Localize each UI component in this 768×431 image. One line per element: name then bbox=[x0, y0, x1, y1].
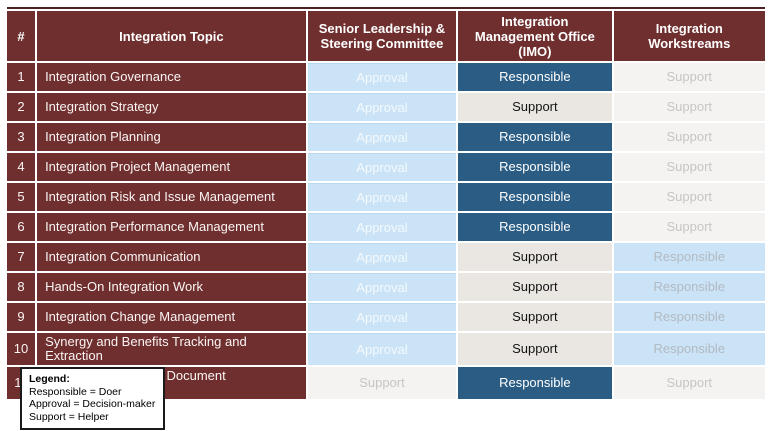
row-number-cell: 8 bbox=[7, 273, 36, 301]
column-header-topic: Integration Topic bbox=[37, 11, 306, 61]
role-cell-workstreams: Support bbox=[613, 213, 765, 241]
role-cell-senior-leadership: Approval bbox=[307, 63, 457, 91]
role-cell-senior-leadership: Approval bbox=[307, 183, 457, 211]
role-cell-senior-leadership: Approval bbox=[307, 333, 457, 365]
topic-cell: Integration Performance Management bbox=[37, 213, 306, 241]
row-number-cell: 9 bbox=[7, 303, 36, 331]
row-number-cell: 3 bbox=[7, 123, 36, 151]
table-row: 7 Integration Communication Approval Sup… bbox=[7, 243, 765, 271]
row-number-cell: 1 bbox=[7, 63, 36, 91]
role-cell-senior-leadership: Approval bbox=[307, 123, 457, 151]
role-cell-senior-leadership: Approval bbox=[307, 303, 457, 331]
topic-cell: Integration Project Management bbox=[37, 153, 306, 181]
table-row: 2 Integration Strategy Approval Support … bbox=[7, 93, 765, 121]
role-cell-senior-leadership: Approval bbox=[307, 93, 457, 121]
table-row: 10 Synergy and Benefits Tracking and Ext… bbox=[7, 333, 765, 365]
row-number-cell: 10 bbox=[7, 333, 36, 365]
role-cell-senior-leadership: Approval bbox=[307, 213, 457, 241]
legend: Legend: Responsible = Doer Approval = De… bbox=[20, 367, 166, 430]
topic-cell: Integration Planning bbox=[37, 123, 306, 151]
role-cell-imo: Responsible bbox=[458, 367, 612, 399]
role-cell-workstreams: Support bbox=[613, 63, 765, 91]
legend-line-responsible: Responsible = Doer bbox=[29, 385, 122, 398]
role-cell-imo: Support bbox=[458, 303, 612, 331]
role-cell-senior-leadership: Approval bbox=[307, 243, 457, 271]
raci-table: # Integration Topic Senior Leadership & … bbox=[5, 9, 767, 401]
topic-cell: Integration Change Management bbox=[37, 303, 306, 331]
role-cell-workstreams: Responsible bbox=[613, 303, 765, 331]
table-row: 4 Integration Project Management Approva… bbox=[7, 153, 765, 181]
column-header-number: # bbox=[7, 11, 36, 61]
column-header-senior-leadership: Senior Leadership & Steering Committee bbox=[307, 11, 457, 61]
role-cell-workstreams: Support bbox=[613, 183, 765, 211]
table-body: 1 Integration Governance Approval Respon… bbox=[7, 63, 765, 399]
row-number-cell: 5 bbox=[7, 183, 36, 211]
topic-cell: Synergy and Benefits Tracking and Extrac… bbox=[37, 333, 306, 365]
role-cell-imo: Responsible bbox=[458, 213, 612, 241]
table-row: 8 Hands-On Integration Work Approval Sup… bbox=[7, 273, 765, 301]
row-number-cell: 4 bbox=[7, 153, 36, 181]
topic-cell: Integration Risk and Issue Management bbox=[37, 183, 306, 211]
role-cell-imo: Responsible bbox=[458, 153, 612, 181]
role-cell-imo: Support bbox=[458, 273, 612, 301]
role-cell-imo: Support bbox=[458, 93, 612, 121]
topic-cell: Integration Governance bbox=[37, 63, 306, 91]
role-cell-imo: Responsible bbox=[458, 123, 612, 151]
table-row: 1 Integration Governance Approval Respon… bbox=[7, 63, 765, 91]
table-top-border bbox=[7, 7, 765, 9]
role-cell-senior-leadership: Approval bbox=[307, 273, 457, 301]
column-header-workstreams: Integration Workstreams bbox=[613, 11, 765, 61]
role-cell-imo: Support bbox=[458, 243, 612, 271]
column-header-imo: Integration Management Office (IMO) bbox=[458, 11, 612, 61]
topic-cell: Integration Strategy bbox=[37, 93, 306, 121]
row-number-cell: 6 bbox=[7, 213, 36, 241]
role-cell-senior-leadership: Approval bbox=[307, 153, 457, 181]
legend-line-support: Support = Helper bbox=[29, 410, 109, 423]
role-cell-workstreams: Support bbox=[613, 153, 765, 181]
role-cell-imo: Responsible bbox=[458, 63, 612, 91]
role-cell-workstreams: Responsible bbox=[613, 243, 765, 271]
legend-line-approval: Approval = Decision-maker bbox=[29, 398, 156, 410]
role-cell-senior-leadership: Support bbox=[307, 367, 457, 399]
table-row: 9 Integration Change Management Approval… bbox=[7, 303, 765, 331]
table-row: 6 Integration Performance Management App… bbox=[7, 213, 765, 241]
header-row: # Integration Topic Senior Leadership & … bbox=[7, 11, 765, 61]
topic-cell: Hands-On Integration Work bbox=[37, 273, 306, 301]
role-cell-workstreams: Support bbox=[613, 367, 765, 399]
role-cell-workstreams: Responsible bbox=[613, 333, 765, 365]
table-row: 5 Integration Risk and Issue Management … bbox=[7, 183, 765, 211]
legend-title: Legend: bbox=[29, 373, 70, 385]
row-number-cell: 7 bbox=[7, 243, 36, 271]
topic-cell: Integration Communication bbox=[37, 243, 306, 271]
table-header: # Integration Topic Senior Leadership & … bbox=[7, 11, 765, 61]
row-number-cell: 2 bbox=[7, 93, 36, 121]
role-cell-imo: Support bbox=[458, 333, 612, 365]
role-cell-workstreams: Support bbox=[613, 93, 765, 121]
role-cell-imo: Responsible bbox=[458, 183, 612, 211]
role-cell-workstreams: Responsible bbox=[613, 273, 765, 301]
table-row: 3 Integration Planning Approval Responsi… bbox=[7, 123, 765, 151]
role-cell-workstreams: Support bbox=[613, 123, 765, 151]
raci-matrix: # Integration Topic Senior Leadership & … bbox=[5, 7, 767, 401]
